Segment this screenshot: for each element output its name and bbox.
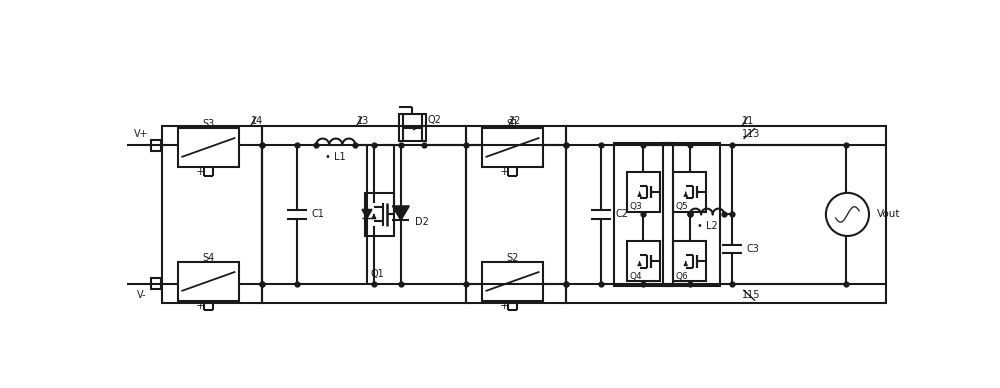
- Bar: [673, 172, 706, 212]
- Text: 113: 113: [742, 128, 760, 139]
- Text: +: +: [500, 301, 509, 312]
- Polygon shape: [362, 210, 372, 218]
- Text: Q5: Q5: [676, 202, 688, 211]
- Bar: [178, 128, 239, 167]
- Text: S2: S2: [506, 253, 519, 263]
- Text: S1: S1: [506, 120, 519, 129]
- Bar: [627, 241, 660, 281]
- Text: +: +: [196, 301, 205, 312]
- Bar: [482, 262, 543, 301]
- Text: Q2: Q2: [428, 115, 442, 125]
- Text: 11: 11: [742, 116, 754, 126]
- Text: Q4: Q4: [630, 272, 642, 281]
- Bar: [614, 143, 673, 286]
- Text: Q3: Q3: [630, 202, 642, 211]
- Text: S4: S4: [202, 253, 214, 263]
- Text: V+: V+: [134, 128, 149, 139]
- Text: +: +: [196, 168, 205, 177]
- Bar: [151, 140, 161, 151]
- Text: Q1: Q1: [370, 270, 384, 279]
- Bar: [399, 114, 426, 141]
- Polygon shape: [392, 206, 409, 220]
- Text: Vout: Vout: [877, 210, 900, 220]
- Bar: [151, 278, 161, 289]
- Bar: [466, 126, 566, 303]
- Bar: [178, 262, 239, 301]
- Bar: [566, 126, 886, 303]
- Text: S3: S3: [202, 120, 214, 129]
- Text: 14: 14: [251, 116, 263, 126]
- Text: C2: C2: [616, 210, 629, 220]
- Text: D2: D2: [415, 217, 429, 227]
- Text: 12: 12: [509, 116, 521, 126]
- Bar: [162, 126, 262, 303]
- Text: 115: 115: [742, 290, 760, 300]
- Text: C3: C3: [747, 244, 759, 254]
- Text: • L1: • L1: [325, 152, 346, 163]
- Text: • L2: • L2: [697, 221, 718, 231]
- Bar: [663, 143, 720, 286]
- Text: Q6: Q6: [676, 272, 688, 281]
- Bar: [482, 128, 543, 167]
- Text: V-: V-: [137, 290, 146, 300]
- Bar: [673, 241, 706, 281]
- Text: C1: C1: [312, 210, 324, 220]
- Bar: [262, 126, 466, 303]
- Text: 13: 13: [357, 116, 369, 126]
- Text: +: +: [500, 168, 509, 177]
- Bar: [365, 193, 394, 236]
- Bar: [627, 172, 660, 212]
